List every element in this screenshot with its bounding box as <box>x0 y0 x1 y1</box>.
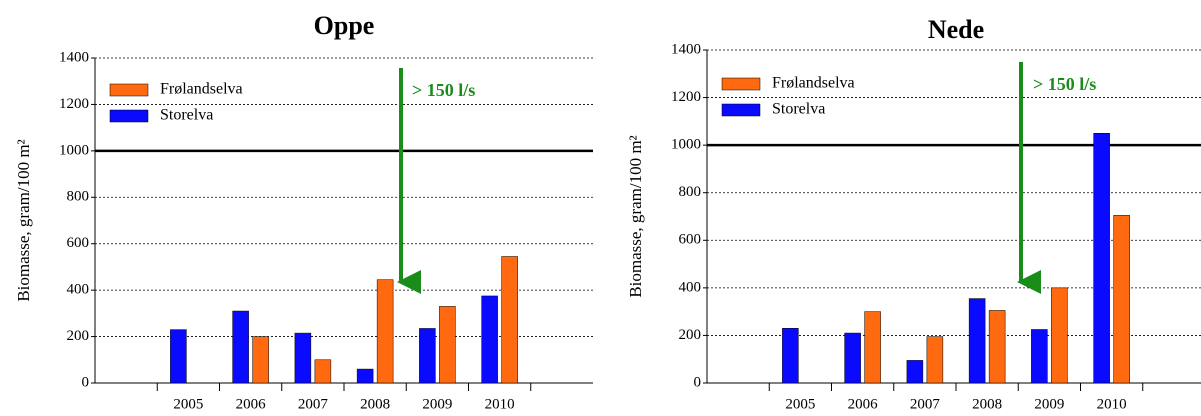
bar <box>844 332 861 384</box>
x-tick-label: 2010 <box>1097 396 1127 412</box>
bar <box>988 310 1006 384</box>
bar <box>419 328 436 384</box>
legend-swatch <box>109 83 149 97</box>
x-tick-label: 2006 <box>848 396 879 412</box>
legend-swatch <box>109 109 149 123</box>
y-tick-label: 1400 <box>671 41 701 57</box>
x-tick-label: 2007 <box>298 396 329 412</box>
y-tick-label: 400 <box>67 282 90 298</box>
y-tick-label: 400 <box>679 279 702 295</box>
legend-label: Storelva <box>160 107 213 124</box>
y-tick-label: 600 <box>67 235 90 251</box>
annotation: > 150 l/s <box>1033 74 1096 94</box>
x-tick-label: 2008 <box>360 396 390 412</box>
annotation: > 150 l/s <box>412 80 475 100</box>
y-axis-label: Biomasse, gram/100 m² <box>14 139 33 301</box>
y-tick-label: 1000 <box>59 142 89 158</box>
x-tick-label: 2005 <box>173 396 203 412</box>
bar <box>314 359 332 384</box>
chart-title: Oppe <box>314 11 375 40</box>
legend-label: Frølandselva <box>160 81 243 98</box>
x-tick-label: 2007 <box>910 396 941 412</box>
bar <box>232 310 249 384</box>
y-tick-label: 1200 <box>59 96 89 112</box>
y-tick-label: 1400 <box>59 49 89 65</box>
bar <box>1051 287 1068 384</box>
bar <box>926 336 944 384</box>
bar <box>968 298 986 384</box>
y-tick-label: 800 <box>67 189 90 205</box>
bar <box>1031 329 1048 384</box>
bar <box>501 256 518 384</box>
x-tick-label: 2009 <box>1034 396 1064 412</box>
bar <box>782 328 799 384</box>
bar <box>1113 215 1130 384</box>
y-tick-label: 0 <box>82 374 90 390</box>
bar <box>252 336 269 384</box>
y-axis-label: Biomasse, gram/100 m² <box>626 135 645 297</box>
bar <box>906 360 924 384</box>
x-tick-label: 2010 <box>485 396 515 412</box>
y-tick-label: 800 <box>679 184 702 200</box>
bar <box>864 311 881 384</box>
bar <box>481 295 498 384</box>
legend-label: Frølandselva <box>772 75 855 92</box>
bar <box>1093 133 1110 384</box>
legend-label: Storelva <box>772 101 825 118</box>
bar <box>294 332 312 384</box>
chart-title: Nede <box>928 15 984 44</box>
legend-swatch <box>721 103 761 117</box>
bar <box>170 329 187 384</box>
x-tick-label: 2008 <box>972 396 1002 412</box>
y-tick-label: 200 <box>679 327 702 343</box>
bar <box>439 306 456 384</box>
y-tick-label: 1000 <box>671 137 701 153</box>
y-tick-label: 1200 <box>671 89 701 105</box>
y-tick-label: 600 <box>679 232 702 248</box>
legend-swatch <box>721 77 761 91</box>
y-tick-label: 200 <box>67 328 90 344</box>
x-tick-label: 2005 <box>785 396 815 412</box>
x-tick-label: 2006 <box>236 396 267 412</box>
x-tick-label: 2009 <box>422 396 452 412</box>
bar <box>376 279 394 384</box>
bar <box>356 368 374 384</box>
y-tick-label: 0 <box>694 374 702 390</box>
